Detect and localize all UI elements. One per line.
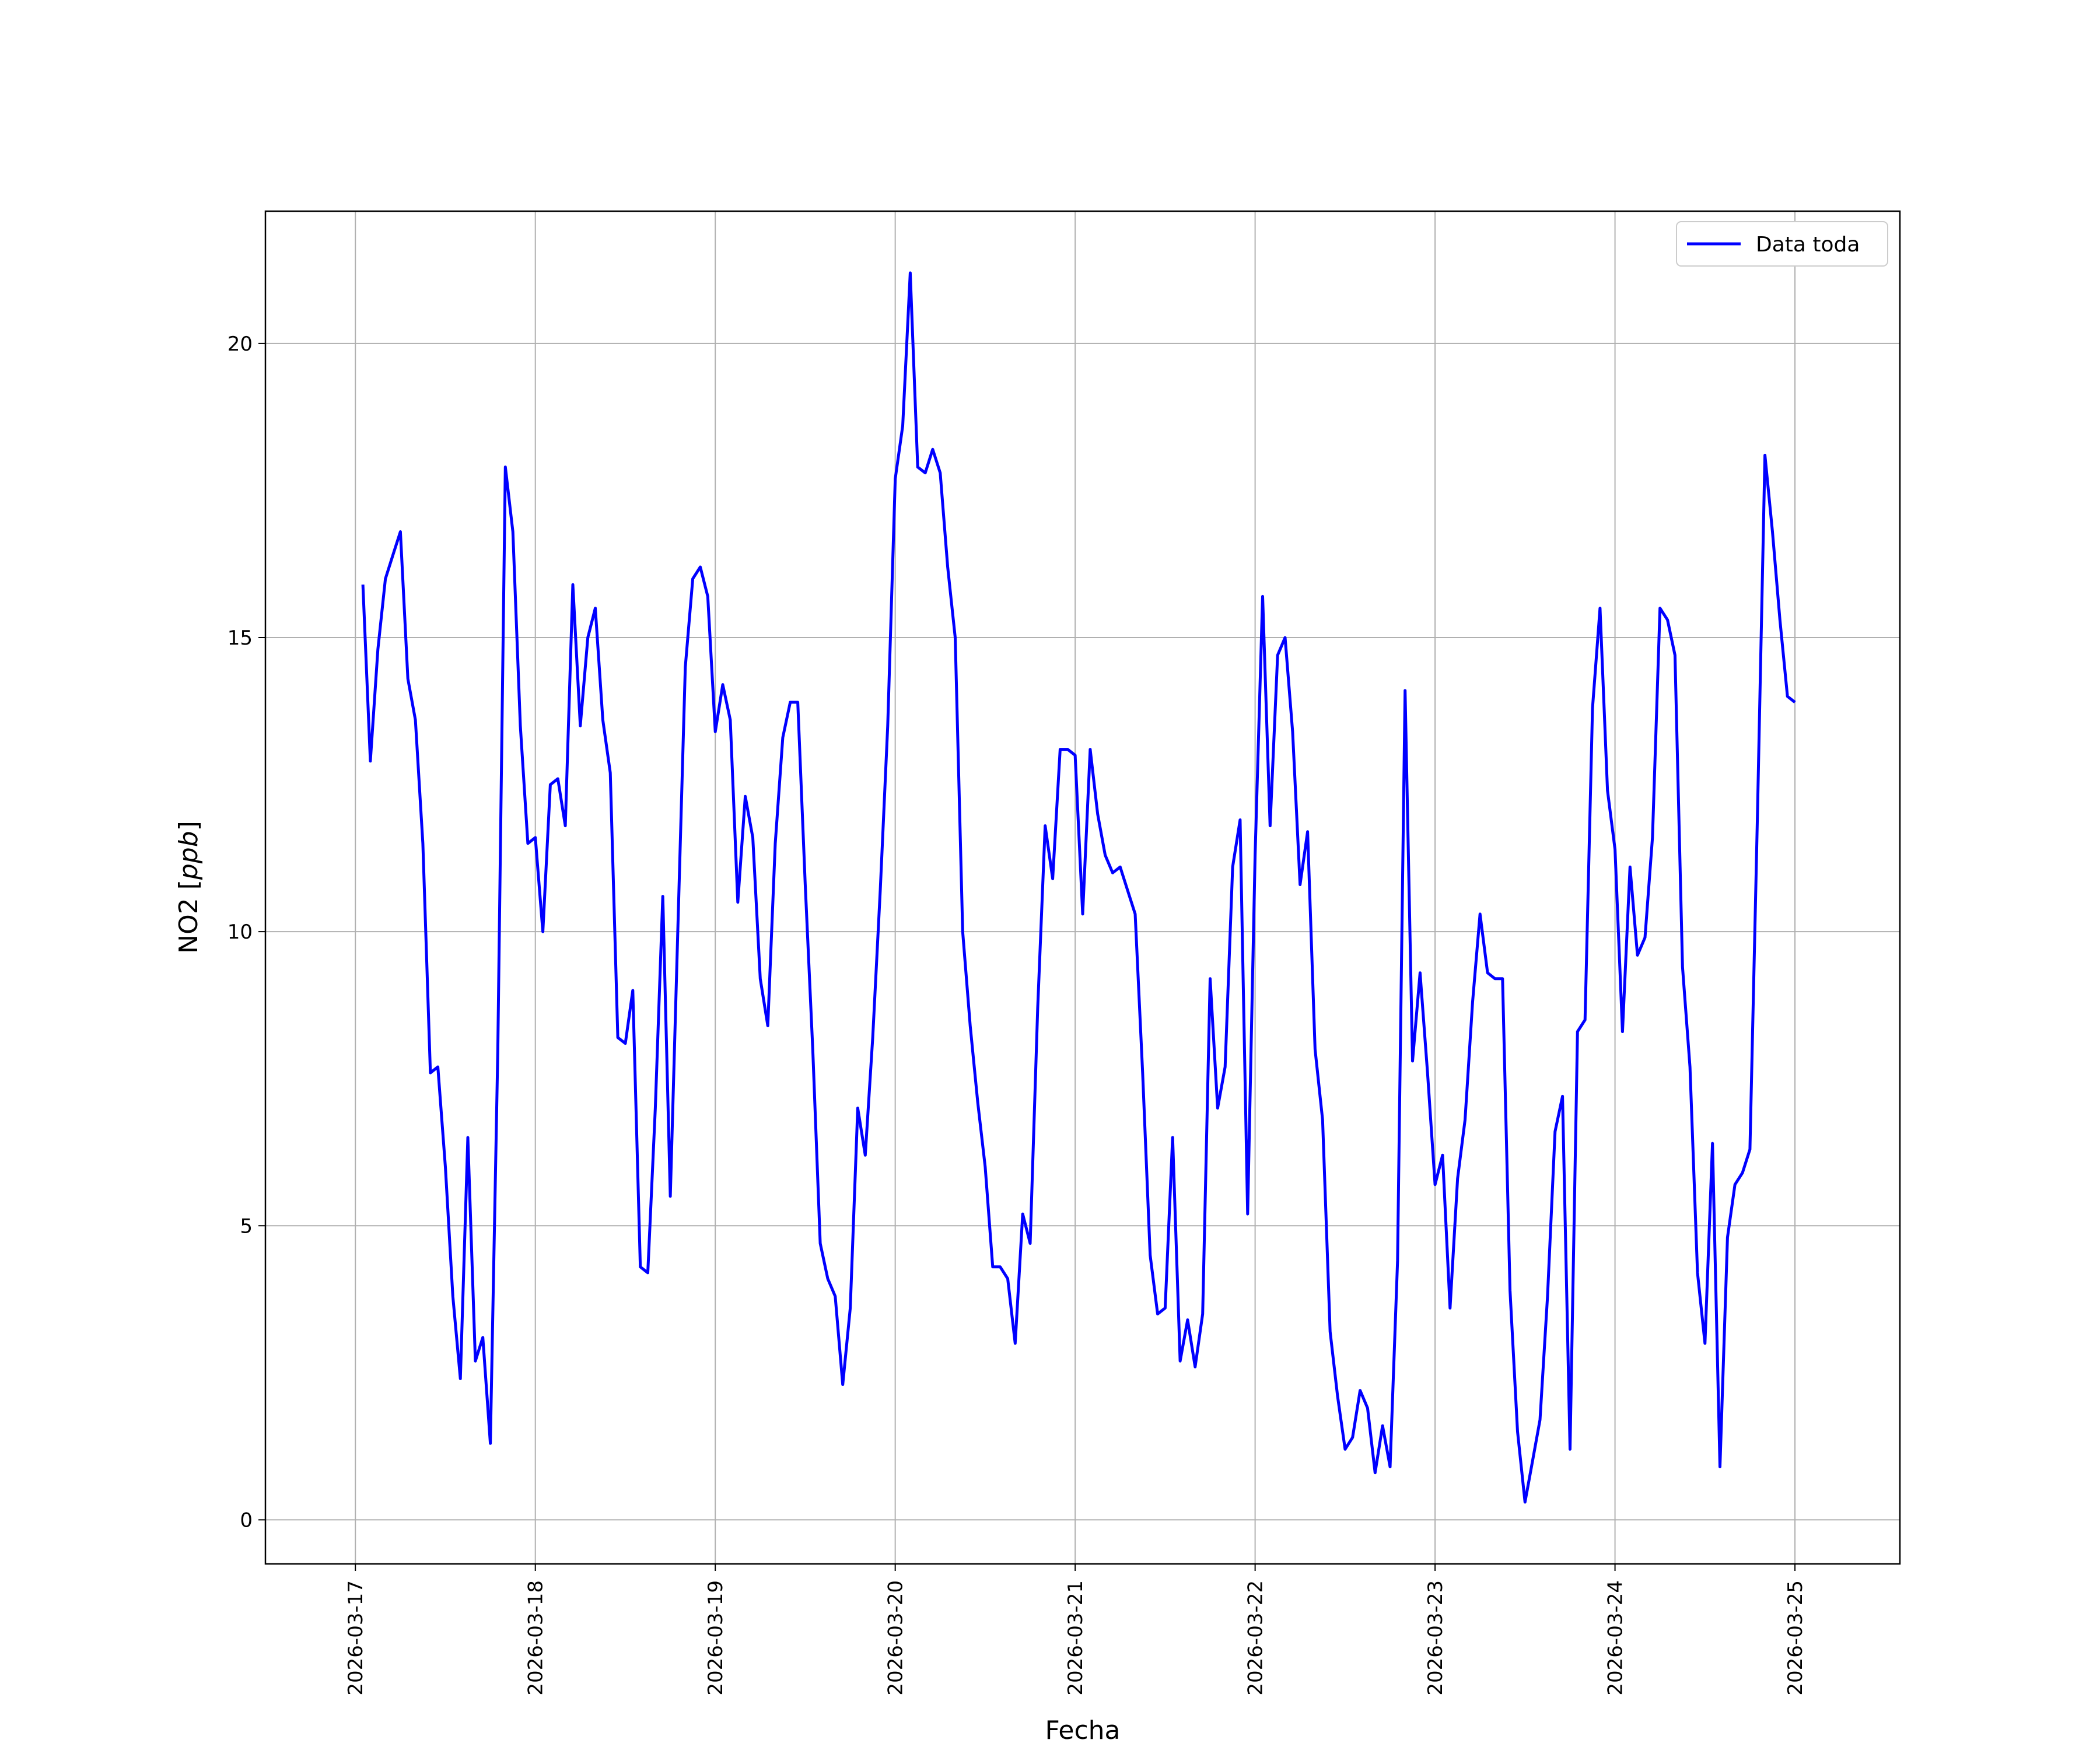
legend-box — [1676, 221, 1888, 267]
y-tick-label: 15 — [228, 626, 253, 650]
y-tick-label: 10 — [228, 921, 253, 944]
x-tick-label: 2026-03-25 — [1784, 1580, 1807, 1696]
x-tick-label: 2026-03-20 — [884, 1580, 908, 1696]
y-axis-label: NO2 [ppb] — [174, 821, 204, 954]
x-tick-label: 2026-03-19 — [704, 1580, 727, 1696]
x-tick-label: 2026-03-24 — [1604, 1580, 1628, 1696]
x-tick-label: 2026-03-22 — [1244, 1580, 1268, 1696]
legend-label-data-toda: Data toda — [1756, 233, 1860, 257]
series-line-data-toda — [361, 271, 1796, 1504]
x-tick-label: 2026-03-18 — [524, 1580, 548, 1696]
x-tick-label: 2026-03-17 — [344, 1580, 368, 1696]
y-tick-label: 5 — [240, 1214, 253, 1238]
x-tick-label: 2026-03-23 — [1424, 1580, 1447, 1696]
x-tick-label: 2026-03-21 — [1064, 1580, 1087, 1696]
plot-area-frame — [264, 210, 1901, 1565]
y-tick-label: 20 — [228, 332, 253, 356]
x-axis-label: Fecha — [1045, 1716, 1120, 1745]
legend: Data toda — [1676, 221, 1888, 267]
y-tick-label: 0 — [240, 1508, 253, 1532]
axis-ticks: 2026-03-17 2026-03-18 2026-03-19 2026-03-20… — [228, 332, 1807, 1696]
